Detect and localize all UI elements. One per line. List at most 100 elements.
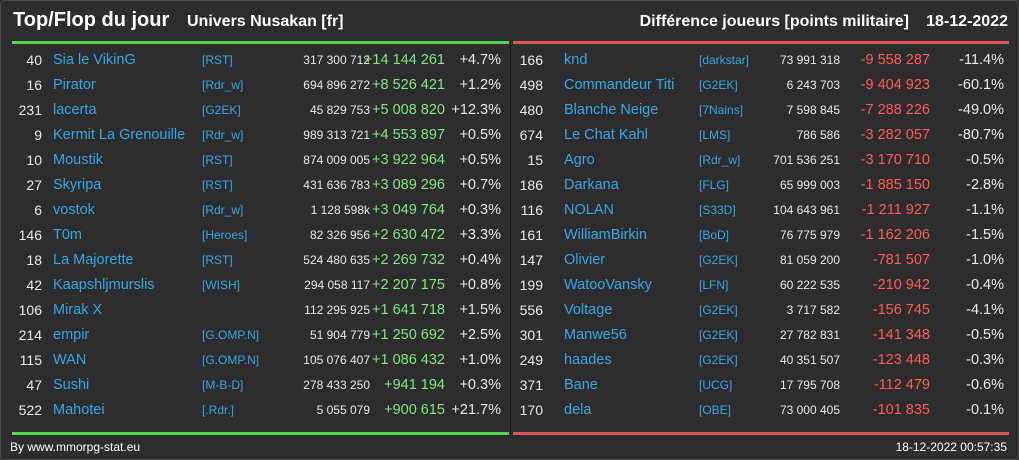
top-accent-bar-bottom (12, 432, 509, 435)
percent-change: -0.5% (966, 327, 1004, 343)
alliance-tag-link[interactable]: [UCG] (699, 378, 733, 392)
player-name-link[interactable]: Bane (564, 377, 598, 393)
player-name-link[interactable]: NOLAN (564, 202, 614, 218)
flop-table-row: 301 Manwe56 [G2EK] 27 782 831 -141 348 -0.5% (513, 323, 1010, 348)
player-name-link[interactable]: Agro (564, 152, 595, 168)
alliance-tag-link[interactable]: [FLG] (699, 178, 730, 192)
alliance-tag-link[interactable]: [G2EK] (699, 303, 738, 317)
military-points: 7 598 845 (786, 103, 840, 117)
alliance-tag-link[interactable]: [G2EK] (699, 328, 738, 342)
top-table-row: 27 Skyripa [RST] 431 636 783 +3 089 296 +0.7% (12, 173, 509, 198)
player-name-link[interactable]: lacerta (53, 102, 97, 118)
player-name-link[interactable]: Pirator (53, 77, 96, 93)
player-name-link[interactable]: Moustik (53, 152, 103, 168)
player-name-link[interactable]: knd (564, 52, 588, 68)
percent-change: -1.5% (966, 227, 1004, 243)
player-name-link[interactable]: Olivier (564, 252, 606, 268)
points-difference: +2 630 472 (372, 227, 445, 243)
alliance-tag-link[interactable]: [7Nains] (699, 103, 744, 117)
alliance-tag-link[interactable]: [darkstar] (699, 53, 750, 67)
player-name-link[interactable]: empir (53, 327, 90, 343)
flop-table-row: 199 WatooVansky [LFN] 60 222 535 -210 942 -0.… (513, 273, 1010, 298)
top-table-row: 47 Sushi [M-B-D] 278 433 250 +941 194 +0.3% (12, 373, 509, 398)
alliance-tag-link[interactable]: [G.OMP.N] (202, 328, 260, 342)
percent-change: -0.3% (966, 352, 1004, 368)
percent-change: +4.7% (459, 52, 501, 68)
points-difference: +1 641 718 (372, 302, 445, 318)
player-name-link[interactable]: WatooVansky (564, 277, 652, 293)
alliance-tag-link[interactable]: [G2EK] (699, 78, 738, 92)
player-name-link[interactable]: Kermit La Grenouille (53, 127, 186, 143)
points-difference: -1 162 206 (860, 227, 930, 243)
percent-change: -80.7% (958, 127, 1004, 143)
points-difference: +3 089 296 (372, 177, 445, 193)
player-rank: 480 (519, 102, 543, 118)
player-name-link[interactable]: dela (564, 402, 592, 418)
alliance-tag-link[interactable]: [RST] (202, 53, 233, 67)
player-name-link[interactable]: Mirak X (53, 302, 103, 318)
percent-change: +1.2% (459, 77, 501, 93)
alliance-tag-link[interactable]: [Heroes] (202, 228, 248, 242)
player-name-link[interactable]: vostok (53, 202, 95, 218)
alliance-tag-link[interactable]: [Rdr_w] (699, 153, 741, 167)
player-rank: 116 (520, 202, 543, 218)
military-points: 105 076 407 (303, 353, 370, 367)
player-name-link[interactable]: Mahotei (53, 402, 105, 418)
alliance-tag-link[interactable]: [G.OMP.N] (202, 353, 260, 367)
alliance-tag-link[interactable]: [Rdr_w] (202, 203, 244, 217)
alliance-tag-link[interactable]: [S33D] (699, 203, 736, 217)
player-name-link[interactable]: WilliamBirkin (564, 227, 647, 243)
alliance-tag-link[interactable]: [RST] (202, 153, 233, 167)
points-difference: -141 348 (872, 327, 930, 343)
player-name-link[interactable]: WAN (53, 352, 87, 368)
player-name-link[interactable]: Sushi (53, 377, 90, 393)
alliance-tag-link[interactable]: [G2EK] (202, 103, 241, 117)
alliance-tag-link[interactable]: [RST] (202, 178, 233, 192)
points-difference: +3 049 764 (372, 202, 445, 218)
alliance-tag-link[interactable]: [G2EK] (699, 253, 738, 267)
player-rank: 556 (519, 302, 543, 318)
points-difference: +2 269 732 (372, 252, 445, 268)
military-points: 5 055 079 (316, 403, 370, 417)
military-points: 27 782 831 (779, 328, 840, 342)
player-name-link[interactable]: haades (564, 352, 612, 368)
player-name-link[interactable]: Voltage (564, 302, 613, 318)
player-name-link[interactable]: Le Chat Kahl (564, 127, 648, 143)
alliance-tag-link[interactable]: [Rdr_w] (202, 128, 244, 142)
player-name-link[interactable]: Kaapshljmurslis (53, 277, 155, 293)
military-points: 60 222 535 (779, 278, 840, 292)
percent-change: -11.4% (959, 52, 1004, 68)
percent-change: +0.3% (459, 202, 501, 218)
percent-change: +0.3% (459, 377, 501, 393)
top-table-row: 115 WAN [G.OMP.N] 105 076 407 +1 086 432 +1.0… (12, 348, 509, 373)
points-difference: -123 448 (872, 352, 930, 368)
military-points: 73 991 318 (779, 53, 840, 67)
alliance-tag-link[interactable]: [LFN] (699, 278, 729, 292)
points-difference: -3 170 710 (860, 152, 930, 168)
alliance-tag-link[interactable]: [M-B-D] (202, 378, 244, 392)
points-difference: -7 288 226 (860, 102, 930, 118)
percent-change: -4.1% (966, 302, 1004, 318)
player-name-link[interactable]: Darkana (564, 177, 619, 193)
alliance-tag-link[interactable]: [LMS] (699, 128, 731, 142)
player-name-link[interactable]: T0m (53, 227, 82, 243)
player-rank: 42 (26, 277, 42, 293)
alliance-tag-link[interactable]: [Rdr_w] (202, 78, 244, 92)
player-name-link[interactable]: Skyripa (53, 177, 102, 193)
alliance-tag-link[interactable]: [BoD] (699, 228, 730, 242)
top-table-row: 522 Mahotei [.Rdr.] 5 055 079 +900 615 +21.7% (12, 398, 509, 423)
alliance-tag-link[interactable]: [G2EK] (699, 353, 738, 367)
player-name-link[interactable]: Manwe56 (564, 327, 627, 343)
alliance-tag-link[interactable]: [.Rdr.] (202, 403, 235, 417)
player-name-link[interactable]: Blanche Neige (564, 102, 659, 118)
alliance-tag-link[interactable]: [RST] (202, 253, 233, 267)
player-name-link[interactable]: Commandeur Titi (564, 77, 675, 93)
alliance-tag-link[interactable]: [WISH] (202, 278, 240, 292)
player-rank: 27 (26, 177, 42, 193)
military-points: 694 896 272 (303, 78, 370, 92)
alliance-tag-link[interactable]: [OBE] (699, 403, 732, 417)
player-name-link[interactable]: Sia le VikinG (53, 52, 136, 68)
player-name-link[interactable]: La Majorette (53, 252, 134, 268)
points-difference: +1 250 692 (372, 327, 445, 343)
